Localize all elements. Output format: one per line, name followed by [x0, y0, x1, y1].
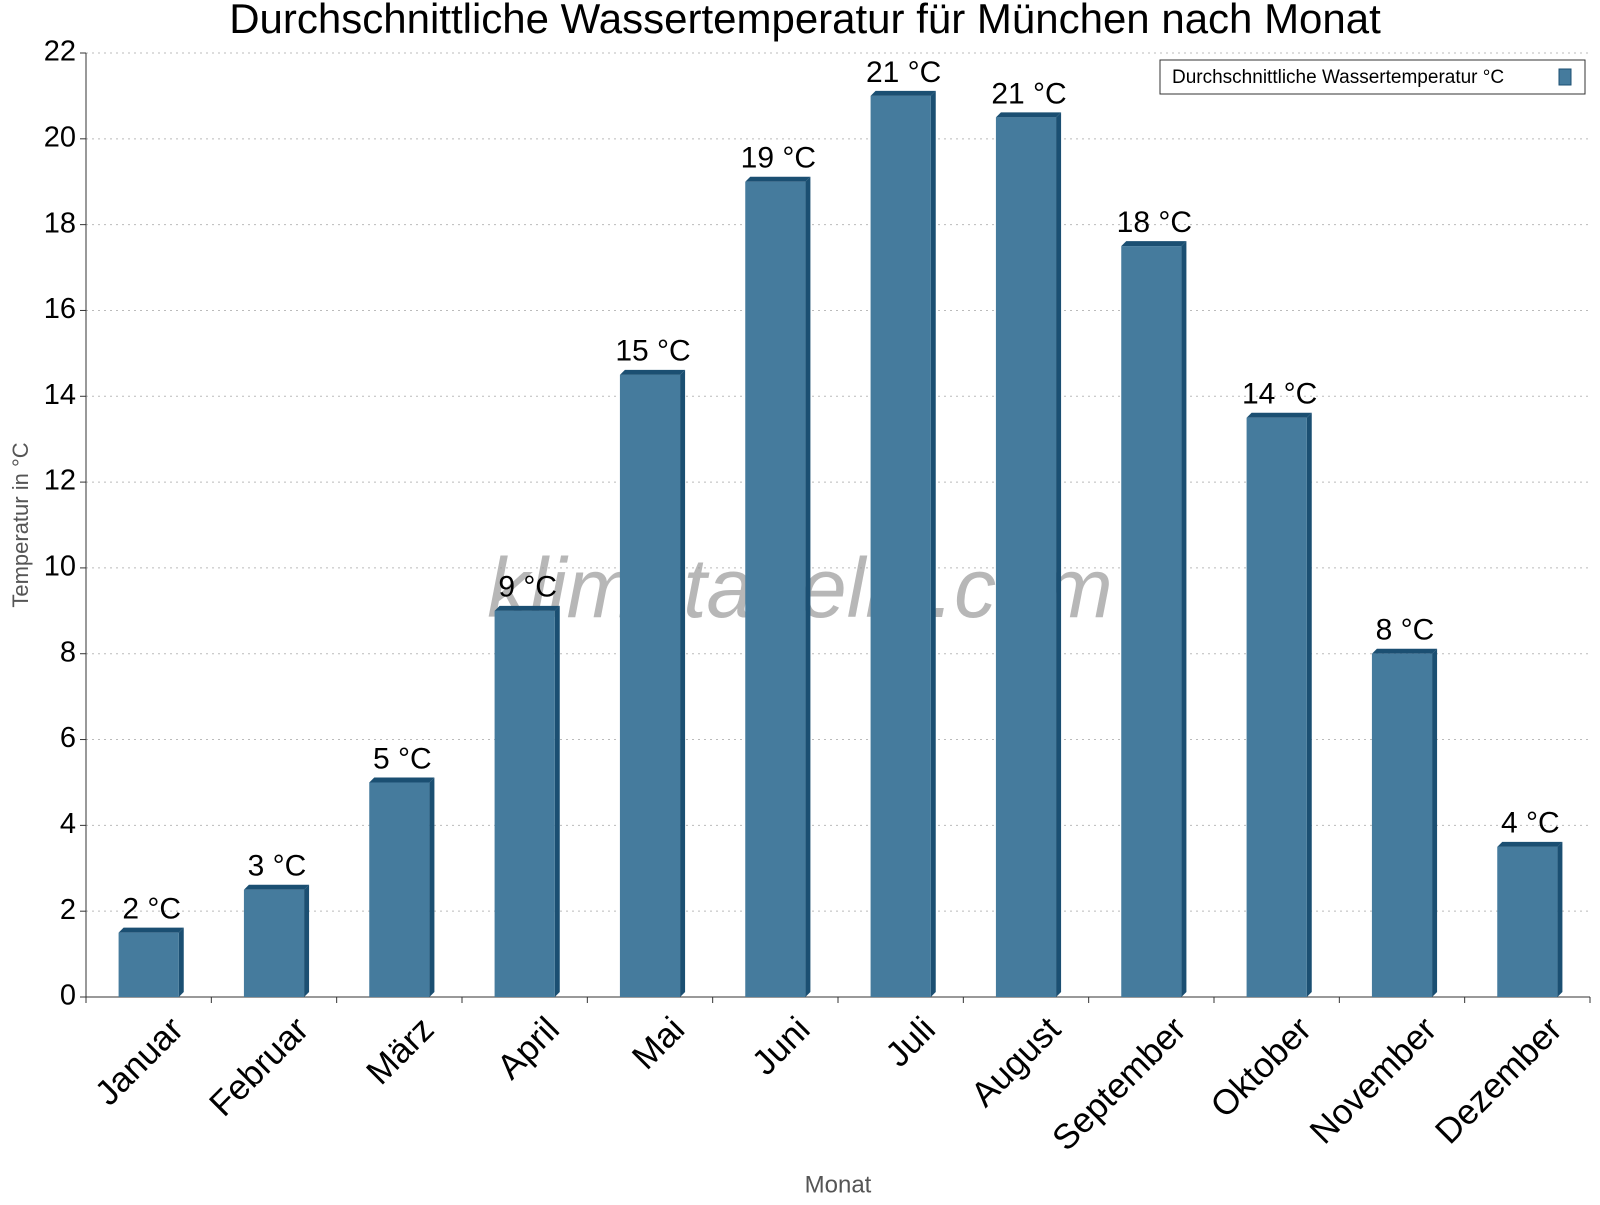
y-tick-label: 4: [60, 808, 76, 840]
bar-side: [805, 176, 811, 997]
bar-side: [1056, 112, 1062, 997]
bar-side: [930, 90, 936, 998]
bar: [494, 610, 555, 997]
bar-side: [429, 777, 435, 997]
bar-side: [178, 927, 184, 997]
value-label: 21 °C: [866, 56, 941, 89]
x-axis-title: Monat: [805, 1171, 872, 1198]
legend-label: Durchschnittliche Wassertemperatur °C: [1172, 67, 1504, 88]
y-tick-label: 0: [60, 980, 76, 1012]
bar-side: [1181, 241, 1187, 997]
bar: [369, 782, 430, 997]
bar-top: [243, 884, 310, 890]
y-tick-label: 18: [44, 207, 76, 239]
y-tick-label: 2: [60, 894, 76, 926]
value-label: 18 °C: [1117, 206, 1192, 239]
bar-top: [118, 927, 184, 933]
legend-swatch: [1558, 68, 1572, 86]
bar-side: [304, 884, 310, 997]
chart-title: Durchschnittliche Wassertemperatur für M…: [229, 0, 1381, 42]
y-tick-label: 16: [44, 293, 76, 325]
value-label: 2 °C: [122, 893, 181, 926]
bar: [745, 181, 806, 997]
bar: [1246, 417, 1307, 997]
bar-side: [1557, 841, 1563, 997]
bar-top: [369, 777, 435, 783]
value-label: 9 °C: [498, 571, 557, 604]
y-tick-label: 14: [44, 379, 76, 411]
bar: [995, 117, 1057, 997]
bar-side: [1432, 648, 1438, 997]
bar-top: [1121, 241, 1187, 247]
value-label: 3 °C: [248, 850, 307, 883]
legend-box: [1159, 59, 1586, 95]
bar-side: [1306, 412, 1312, 997]
value-label: 21 °C: [991, 77, 1066, 110]
bar-top: [1497, 841, 1563, 847]
bar-top: [1371, 648, 1438, 654]
y-tick-label: 12: [44, 465, 76, 497]
y-tick-label: 6: [60, 722, 76, 754]
value-label: 19 °C: [741, 142, 816, 175]
value-label: 5 °C: [373, 742, 432, 775]
bar: [1371, 653, 1433, 997]
bar: [118, 932, 179, 997]
y-axis-title: Temperatur in °C: [8, 442, 33, 607]
y-tick-label: 8: [60, 636, 76, 668]
value-label: 8 °C: [1376, 614, 1435, 647]
value-label: 4 °C: [1501, 807, 1560, 840]
bar-top: [1246, 412, 1312, 418]
y-tick-label: 20: [44, 121, 76, 153]
y-tick-label: 22: [44, 36, 76, 68]
bar: [870, 95, 931, 998]
bar-top: [870, 90, 936, 96]
bar-top: [494, 605, 560, 611]
bar: [1121, 246, 1182, 997]
bar: [619, 374, 681, 997]
bar-side: [554, 605, 560, 997]
value-label: 14 °C: [1242, 378, 1317, 411]
bar-top: [745, 176, 811, 182]
bar-top: [619, 369, 686, 375]
bar: [1497, 846, 1558, 997]
bar: [243, 889, 305, 997]
bar-top: [995, 112, 1062, 118]
y-tick-label: 10: [44, 551, 76, 583]
value-label: 15 °C: [615, 335, 690, 368]
bar-side: [680, 369, 686, 997]
